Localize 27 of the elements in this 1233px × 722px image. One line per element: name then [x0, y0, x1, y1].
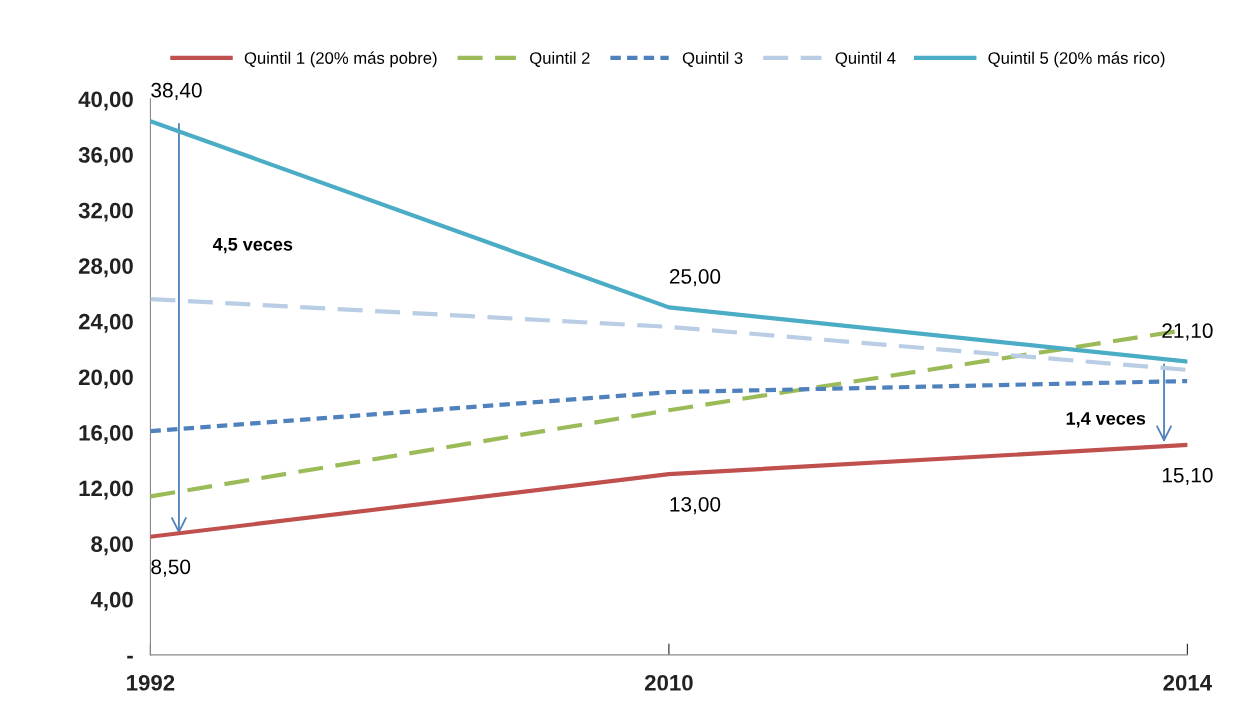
x-tick-label: 2010	[644, 674, 693, 691]
y-tick-label: 28,00	[78, 258, 133, 278]
data-label: 8,50	[151, 559, 191, 577]
x-tick-label: 1992	[127, 674, 175, 691]
data-label: 21,10	[1162, 323, 1213, 341]
y-tick-label: 36,00	[78, 147, 133, 166]
y-tick-label: 40,00	[78, 91, 133, 111]
data-label: 15,10	[1162, 467, 1213, 485]
y-tick-label: 24,00	[78, 313, 133, 333]
data-label: 25,00	[669, 269, 721, 287]
annotation: 1,4 veces	[1066, 412, 1146, 428]
y-tick-label: 4,00	[90, 591, 133, 611]
legend-label: Quintil 5 (20% más rico)	[988, 51, 1165, 68]
y-tick-label: 20,00	[78, 369, 133, 389]
legend-label: Quintil 2	[530, 51, 590, 67]
legend-label: Quintil 1 (20% más pobre)	[244, 51, 437, 68]
annotation: 4,5 veces	[212, 238, 293, 254]
y-tick-label: 16,00	[79, 425, 133, 444]
legend-label: Quintil 4	[835, 51, 896, 67]
legend-label: Quintil 3	[682, 51, 743, 67]
y-tick-label: 32,00	[78, 202, 133, 222]
y-tick-label: -	[127, 655, 133, 659]
data-label: 13,00	[670, 496, 721, 515]
x-tick-label: 2014	[1163, 674, 1212, 691]
y-tick-label: 12,00	[79, 480, 133, 500]
y-tick-label: 8,00	[91, 536, 133, 556]
data-label: 38,40	[151, 82, 202, 101]
